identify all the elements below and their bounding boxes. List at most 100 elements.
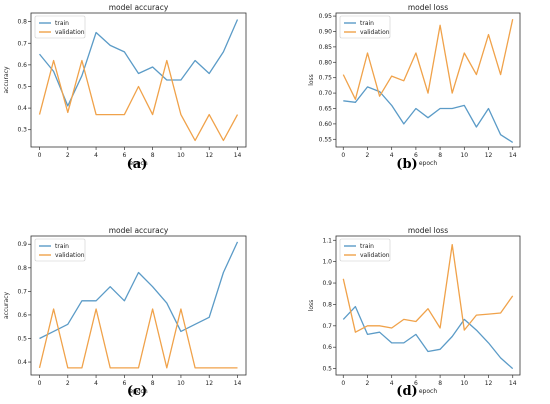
legend-label-validation: validation bbox=[55, 29, 85, 36]
panel-caption-c: (c) bbox=[117, 384, 157, 399]
y-tick-label: 0.8 bbox=[17, 265, 27, 272]
series-line-validation bbox=[342, 19, 514, 100]
y-axis-label: accuracy bbox=[3, 66, 10, 94]
legend-label-validation: validation bbox=[55, 252, 85, 259]
x-tick-label: 2 bbox=[366, 152, 370, 159]
y-tick-label: 0.6 bbox=[17, 62, 27, 69]
panel-caption-b: (b) bbox=[387, 157, 427, 172]
x-tick-label: 12 bbox=[485, 152, 493, 159]
chart-panel-1: model accuracy 0 2 4 6 8 10 12 14 0.3 0.4 0.5 0.6 0.7… bbox=[3, 3, 247, 167]
y-tick-label: 0.4 bbox=[17, 359, 27, 366]
x-tick-label: 4 bbox=[94, 380, 98, 387]
x-tick-label: 6 bbox=[122, 152, 126, 159]
x-tick-label: 0 bbox=[38, 152, 42, 159]
y-tick-label: 0.75 bbox=[319, 75, 333, 82]
x-tick-label: 6 bbox=[414, 152, 418, 159]
x-axis-label: epoch bbox=[419, 160, 437, 167]
y-tick-label: 0.85 bbox=[319, 44, 333, 51]
chart-title: model loss bbox=[408, 226, 448, 235]
y-tick-label: 0.6 bbox=[17, 312, 27, 319]
x-tick-label: 6 bbox=[414, 380, 418, 387]
legend-label-train: train bbox=[360, 20, 374, 27]
x-tick-label: 4 bbox=[94, 152, 98, 159]
y-tick-label: 0.55 bbox=[319, 136, 333, 143]
series-line-validation bbox=[38, 59, 239, 142]
x-tick-label: 6 bbox=[122, 380, 126, 387]
chart-panel-4: model loss 0 2 4 6 8 10 12 14 0.5 0.6 0.7 0.8 0.9 1.0 1… bbox=[308, 226, 521, 395]
x-tick-label: 8 bbox=[438, 152, 442, 159]
x-axis-label: epoch bbox=[129, 388, 147, 395]
y-tick-label: 0.70 bbox=[319, 90, 333, 97]
y-tick-label: 1.1 bbox=[322, 237, 332, 244]
y-axis-label: loss bbox=[308, 300, 315, 312]
x-tick-label: 12 bbox=[205, 380, 213, 387]
y-tick-label: 0.95 bbox=[319, 13, 333, 20]
y-tick-label: 0.5 bbox=[17, 335, 27, 342]
x-tick-label: 8 bbox=[151, 380, 155, 387]
x-tick-label: 10 bbox=[460, 152, 468, 159]
x-tick-label: 14 bbox=[234, 380, 242, 387]
chart-panel-3: model accuracy 0 2 4 6 8 10 12 14 0.4 0.5 0.6 0.7 0.8… bbox=[3, 226, 247, 395]
x-tick-label: 14 bbox=[234, 152, 242, 159]
x-axis-label: epoch bbox=[419, 388, 437, 395]
series-line-train bbox=[342, 305, 514, 370]
legend-label-train: train bbox=[55, 243, 69, 250]
legend-label-validation: validation bbox=[360, 29, 390, 36]
x-tick-label: 8 bbox=[438, 380, 442, 387]
x-tick-label: 4 bbox=[390, 380, 394, 387]
x-tick-label: 10 bbox=[177, 152, 185, 159]
y-tick-label: 0.60 bbox=[319, 121, 333, 128]
x-tick-label: 2 bbox=[66, 152, 70, 159]
y-tick-label: 0.7 bbox=[322, 323, 332, 330]
plot-frame bbox=[335, 235, 521, 376]
x-tick-label: 8 bbox=[151, 152, 155, 159]
panel-caption-label: (c) bbox=[126, 384, 148, 399]
series-line-train bbox=[39, 241, 239, 340]
x-tick-label: 10 bbox=[460, 380, 468, 387]
legend-label-validation: validation bbox=[360, 252, 390, 259]
x-tick-label: 4 bbox=[390, 152, 394, 159]
x-tick-label: 12 bbox=[205, 152, 213, 159]
y-tick-label: 0.6 bbox=[322, 344, 332, 351]
x-tick-label: 14 bbox=[509, 380, 517, 387]
panel-caption-label: (d) bbox=[396, 384, 418, 399]
panel-caption-a: (a) bbox=[117, 157, 157, 172]
chart-title: model accuracy bbox=[109, 226, 169, 235]
plot-frame bbox=[30, 235, 247, 376]
y-tick-label: 0.90 bbox=[319, 28, 333, 35]
y-tick-label: 0.5 bbox=[322, 366, 332, 373]
y-axis-label: accuracy bbox=[3, 292, 10, 320]
series-line-validation bbox=[342, 243, 514, 333]
y-tick-label: 0.7 bbox=[17, 288, 27, 295]
y-tick-label: 0.8 bbox=[322, 301, 332, 308]
chart-title: model accuracy bbox=[109, 3, 169, 12]
plot-frame bbox=[335, 12, 521, 148]
y-tick-label: 0.9 bbox=[17, 241, 27, 248]
chart-panel-2: model loss 0 2 4 6 8 10 12 14 0.55 0.60 0.65 0.70 0.7… bbox=[308, 3, 521, 167]
legend-label-train: train bbox=[55, 20, 69, 27]
x-tick-label: 0 bbox=[341, 152, 345, 159]
legend-label-train: train bbox=[360, 243, 374, 250]
x-tick-label: 12 bbox=[485, 380, 493, 387]
panel-caption-label: (a) bbox=[126, 157, 148, 172]
panel-caption-d: (d) bbox=[387, 384, 427, 399]
x-tick-label: 14 bbox=[509, 152, 517, 159]
series-line-validation bbox=[38, 308, 238, 369]
x-tick-label: 2 bbox=[366, 380, 370, 387]
y-axis-label: loss bbox=[308, 74, 315, 86]
y-tick-label: 0.65 bbox=[319, 105, 333, 112]
x-axis-label: epoch bbox=[129, 160, 147, 167]
chart-title: model loss bbox=[408, 3, 448, 12]
y-tick-label: 0.3 bbox=[17, 127, 27, 134]
x-tick-label: 0 bbox=[341, 380, 345, 387]
y-tick-label: 0.4 bbox=[17, 105, 27, 112]
x-tick-label: 10 bbox=[177, 380, 185, 387]
x-tick-label: 0 bbox=[38, 380, 42, 387]
plot-frame bbox=[30, 12, 247, 148]
x-tick-label: 2 bbox=[66, 380, 70, 387]
y-tick-label: 0.7 bbox=[17, 40, 27, 47]
y-tick-label: 1.0 bbox=[322, 259, 332, 266]
y-tick-label: 0.8 bbox=[17, 19, 27, 26]
y-tick-label: 0.9 bbox=[322, 280, 332, 287]
